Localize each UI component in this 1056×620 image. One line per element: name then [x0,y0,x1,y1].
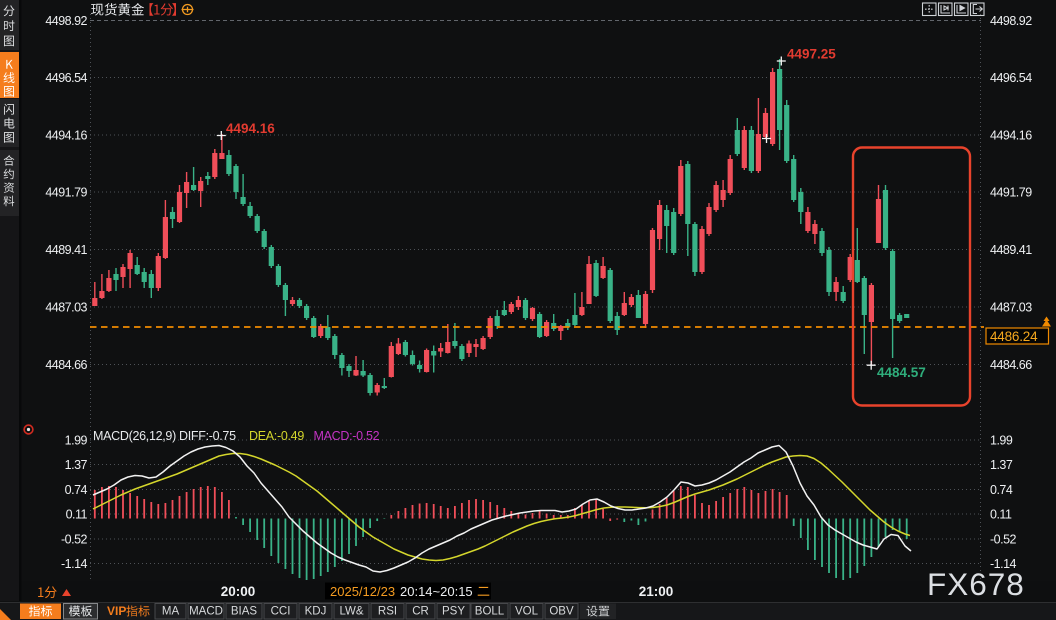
svg-text:4487.03: 4487.03 [45,301,87,315]
svg-text:MACD:-0.52: MACD:-0.52 [314,429,380,443]
svg-text:4496.54: 4496.54 [990,71,1032,85]
svg-text:20:14~20:15: 20:14~20:15 [400,584,473,599]
svg-text:0.11: 0.11 [66,508,88,522]
svg-text:4491.79: 4491.79 [990,186,1032,200]
svg-text:CR: CR [412,606,429,618]
svg-text:1.99: 1.99 [990,434,1013,448]
svg-text:4494.16: 4494.16 [226,121,275,136]
svg-text:MACD: MACD [189,606,223,618]
svg-text:4498.92: 4498.92 [990,14,1032,28]
svg-text:VIP: VIP [107,604,126,618]
svg-text:VOL: VOL [515,606,539,618]
svg-text:4498.92: 4498.92 [45,14,87,28]
svg-text:4497.25: 4497.25 [787,47,836,62]
svg-text:20:00: 20:00 [221,584,256,599]
svg-text:BIAS: BIAS [231,606,258,618]
svg-text:1.37: 1.37 [990,458,1013,472]
svg-text:0.11: 0.11 [990,508,1012,522]
svg-text:4494.16: 4494.16 [990,129,1032,143]
svg-text:4496.54: 4496.54 [45,71,87,85]
svg-text:LW&: LW& [339,606,363,618]
svg-text:-1.14: -1.14 [990,557,1017,571]
svg-text:4484.66: 4484.66 [45,358,87,372]
svg-text:FX678: FX678 [927,566,1025,602]
svg-text:RSI: RSI [378,606,397,618]
svg-text:1.37: 1.37 [65,458,88,472]
svg-text:21:00: 21:00 [639,584,674,599]
svg-text:4487.03: 4487.03 [990,301,1032,315]
svg-text:BOLL: BOLL [475,606,505,618]
svg-text:CCI: CCI [271,606,291,618]
svg-text:0.74: 0.74 [65,483,88,497]
svg-text:4489.41: 4489.41 [990,243,1032,257]
svg-text:KDJ: KDJ [305,606,327,618]
svg-text:0.74: 0.74 [990,483,1013,497]
svg-text:2025/12/23: 2025/12/23 [330,584,395,599]
svg-text:4491.79: 4491.79 [45,186,87,200]
svg-text:4489.41: 4489.41 [45,243,87,257]
svg-text:1.99: 1.99 [65,434,88,448]
svg-text:4484.66: 4484.66 [990,358,1032,372]
svg-text:DEA:-0.49: DEA:-0.49 [249,429,304,443]
svg-text:DIFF:-0.75: DIFF:-0.75 [179,429,236,443]
svg-text:OBV: OBV [549,606,574,618]
svg-text:4494.16: 4494.16 [45,129,87,143]
svg-text:4484.57: 4484.57 [877,365,926,380]
svg-text:4486.24: 4486.24 [990,329,1038,344]
svg-text:-1.14: -1.14 [61,557,88,571]
svg-text:-0.52: -0.52 [61,533,88,547]
svg-text:MA: MA [162,606,180,618]
svg-text:MACD(26,12,9): MACD(26,12,9) [93,429,176,443]
svg-text:-0.52: -0.52 [990,533,1017,547]
svg-text:PSY: PSY [442,606,465,618]
